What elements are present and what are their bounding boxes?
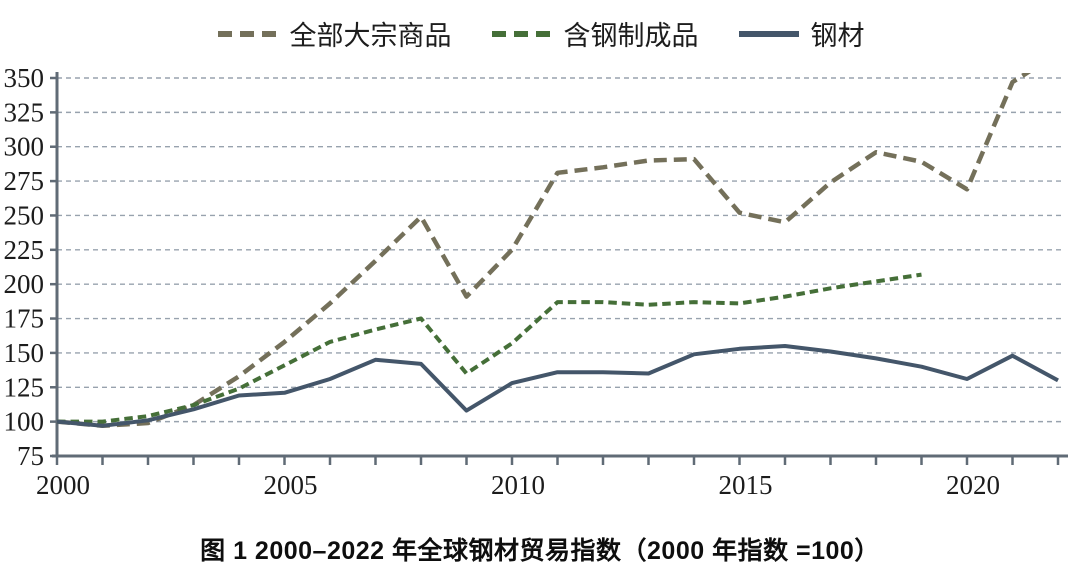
y-axis-tick-label: 350 bbox=[4, 63, 45, 93]
x-axis-tick-label: 2015 bbox=[719, 470, 773, 500]
y-axis-tick-label: 325 bbox=[4, 97, 45, 127]
y-axis-tick-label: 100 bbox=[4, 407, 45, 437]
x-axis-tick-label: 2010 bbox=[491, 470, 545, 500]
series-line-0 bbox=[56, 73, 1032, 429]
y-axis-tick-label: 275 bbox=[4, 166, 45, 196]
chart-legend: 全部大宗商品 含钢制成品 钢材 bbox=[0, 14, 1080, 53]
y-axis-tick-label: 200 bbox=[4, 269, 45, 299]
y-axis-tick-label: 125 bbox=[4, 372, 45, 402]
series-line-2 bbox=[56, 344, 1059, 428]
legend-item-0: 全部大宗商品 bbox=[216, 14, 452, 53]
legend-item-1: 含钢制成品 bbox=[490, 14, 699, 53]
line-chart: 75 100 125 150 175 200 225 250 275 300 325 350 2000 2… bbox=[4, 63, 1068, 500]
series-line-1 bbox=[57, 272, 922, 424]
legend-line-sample-icon bbox=[217, 30, 278, 37]
x-axis-tick-label: 2020 bbox=[946, 470, 1000, 500]
legend-line-sample-icon bbox=[491, 30, 552, 37]
x-axis-tick-label: 2000 bbox=[36, 470, 90, 500]
legend-line-sample-icon bbox=[738, 30, 799, 37]
x-axis-tick-label: 2005 bbox=[264, 470, 318, 500]
y-axis-tick-label: 150 bbox=[4, 338, 45, 368]
y-axis-tick-label: 250 bbox=[4, 200, 45, 230]
legend-label: 含钢制成品 bbox=[563, 21, 699, 51]
legend-label: 全部大宗商品 bbox=[289, 21, 452, 51]
y-axis-tick-label: 300 bbox=[4, 132, 45, 162]
figure-caption: 图 1 2000–2022 年全球钢材贸易指数（2000 年指数 =100） bbox=[200, 537, 880, 565]
legend-item-2: 钢材 bbox=[737, 14, 865, 53]
y-axis-tick-label: 75 bbox=[17, 441, 44, 471]
legend-label: 钢材 bbox=[810, 21, 865, 51]
y-axis-tick-label: 225 bbox=[4, 235, 45, 265]
y-axis-tick-label: 175 bbox=[4, 304, 45, 334]
